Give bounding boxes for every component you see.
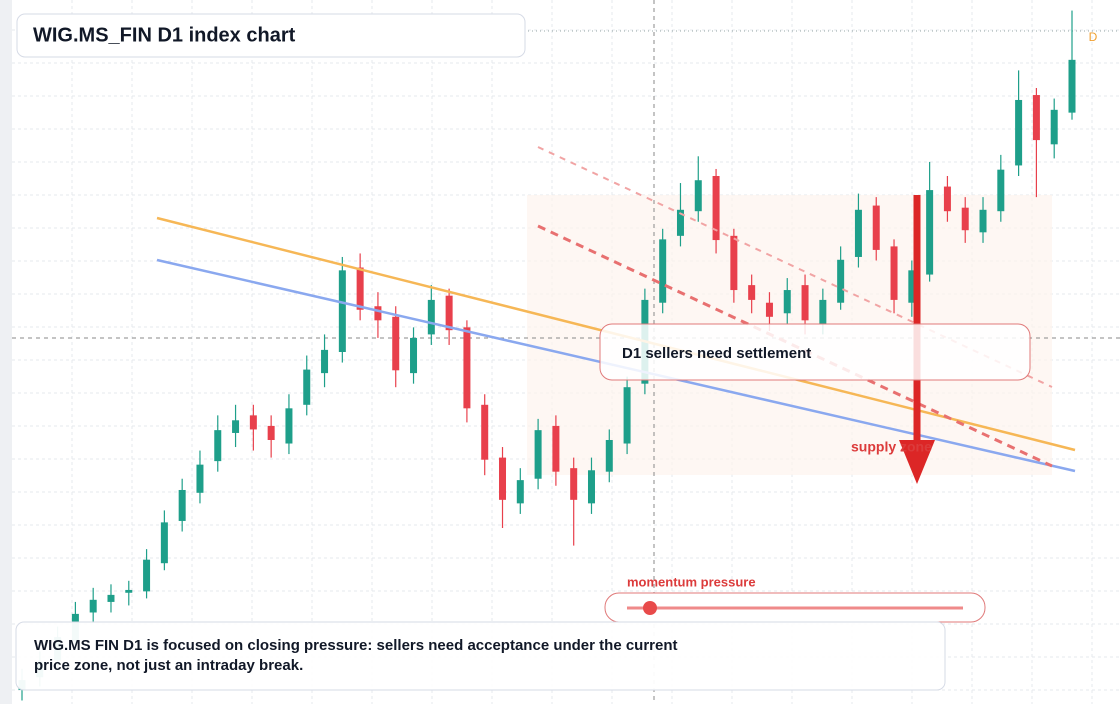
candle-body [659,239,667,303]
note: WIG.MS FIN D1 is focused on closing pres… [34,637,678,674]
callout-box [599,323,1031,381]
candle-body [89,599,97,613]
candle-body [926,190,934,275]
candle-body [1050,109,1058,145]
candle-body [854,209,862,257]
marker: D [1089,30,1098,44]
candle-body [694,180,702,212]
candle-body [178,489,186,521]
gauge-knob [643,601,657,615]
candle-body [801,285,809,321]
candle-body [374,306,382,321]
candle-body [730,235,738,291]
candle-body [748,285,756,300]
candle-body [819,299,827,324]
candle-body [1015,99,1023,166]
chart-title: WIG.MS_FIN D1 index chart [33,24,296,46]
candle-body [623,387,631,444]
candle-body [890,246,898,300]
candle-body [356,267,364,310]
candle-body [783,290,791,314]
candle-body [285,408,293,444]
candle-body [943,186,951,212]
candle-body [321,349,329,374]
candle-body [1068,59,1076,113]
candle-body [516,480,524,504]
candle-body [961,207,969,231]
candle-body [249,415,257,430]
candle-body [534,430,542,479]
candle-body [267,425,275,440]
candle-body [410,337,418,374]
candle-body [570,468,578,500]
candle-body [587,470,595,504]
zone-label: supply zone [851,439,932,455]
candle-body [676,209,684,236]
note-wrap: WIG.MS FIN D1 is focused on closing pres… [34,637,678,674]
candle-body [552,425,560,472]
candle-body [872,205,880,250]
candle-body [908,270,916,303]
candle-body [125,589,133,593]
candle-body [303,369,311,405]
candle-body [107,594,115,602]
candle-body [712,176,720,241]
candle-body [997,169,1005,212]
candle-body [979,209,987,233]
candle-body [196,464,204,493]
candle-body [445,295,453,331]
candle-body [392,316,400,371]
candle-body [481,404,489,460]
candle-body [605,440,613,472]
gauge-label: momentum pressure [627,574,756,589]
candle-body [214,430,222,462]
side-strip [0,0,12,704]
candle-body [837,259,845,303]
callout: D1 sellers need settlement [622,345,811,362]
title-box [16,13,526,58]
candle-body [160,522,168,564]
note-box [15,621,946,691]
arrow-head [899,440,935,484]
candle-body [1032,95,1040,141]
candle-body [338,270,346,352]
candle-body [427,299,435,335]
candle-body [765,302,773,317]
candle-body [232,420,240,433]
candle-body [143,559,151,592]
candle-body [463,327,471,409]
candle-body [499,457,507,500]
